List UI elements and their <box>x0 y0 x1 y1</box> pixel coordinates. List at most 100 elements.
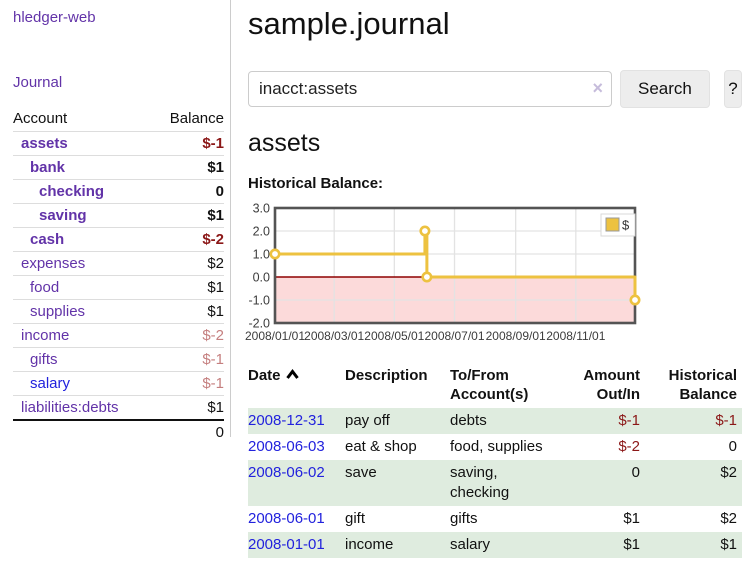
sidebar-account-cash[interactable]: cash <box>30 231 65 248</box>
x-tick-label: 2008/01/01 <box>245 329 305 343</box>
transaction-amount: $-1 <box>618 412 640 429</box>
sidebar-account-supplies[interactable]: supplies <box>30 303 86 320</box>
account-balance: $1 <box>152 395 224 420</box>
column-label: Amount <box>583 367 640 384</box>
sidebar-account-assets[interactable]: assets <box>21 135 68 152</box>
account-balance: $-1 <box>152 131 224 156</box>
sidebar-account-bank[interactable]: bank <box>30 159 66 176</box>
transaction-row: 2008-12-31 pay off debts $-1 $-1 <box>248 408 742 434</box>
account-title: assets <box>248 129 321 157</box>
register-col-description: Description <box>345 363 450 408</box>
transaction-amount: $1 <box>623 536 640 553</box>
transaction-balance: $2 <box>720 464 737 481</box>
account-row: checking 0 <box>13 179 224 204</box>
accounts-total-row: 0 <box>13 419 224 444</box>
register-col-amount: Amount Out/In <box>556 363 642 408</box>
app-brand-link[interactable]: hledger-web <box>13 9 96 26</box>
x-tick-label: 2008/03/01 <box>304 329 364 343</box>
register-table: Date Description To/From Account(s) Amount Ou… <box>248 363 742 558</box>
column-label-line2: Out/In <box>596 386 640 403</box>
account-row: food $1 <box>13 275 224 300</box>
transaction-description: gift <box>345 510 366 527</box>
sort-ascending-icon <box>285 366 299 385</box>
plot-border <box>273 206 637 325</box>
y-tick-label: -1.0 <box>248 294 270 308</box>
transaction-amount: $-2 <box>618 438 640 455</box>
sidebar-account-income[interactable]: income <box>21 327 70 344</box>
sidebar-account-expenses[interactable]: expenses <box>21 255 86 272</box>
column-label: Date <box>248 367 281 384</box>
legend-swatch-icon <box>605 217 620 232</box>
data-point <box>629 294 641 306</box>
accounts-header-balance: Balance <box>169 110 224 127</box>
account-balance: $-1 <box>152 371 224 396</box>
data-point <box>419 225 431 237</box>
transaction-description: eat & shop <box>345 438 417 455</box>
data-point <box>269 248 281 260</box>
transaction-date-link[interactable]: 2008-06-02 <box>248 464 325 481</box>
transaction-date-link[interactable]: 2008-06-03 <box>248 438 325 455</box>
search-button[interactable]: Search <box>620 70 710 108</box>
sidebar-account-food[interactable]: food <box>30 279 60 296</box>
column-label-line2: Account(s) <box>450 386 529 403</box>
account-balance: $1 <box>152 155 224 180</box>
sidebar-account-saving[interactable]: saving <box>39 207 87 224</box>
sidebar-account-liabilities-debts[interactable]: liabilities:debts <box>21 399 119 416</box>
account-balance: $1 <box>152 299 224 324</box>
account-row: assets $-1 <box>13 131 224 156</box>
account-balance: $-2 <box>152 227 224 252</box>
search-row: × Search ? <box>248 70 742 108</box>
account-balance: $-1 <box>152 347 224 372</box>
sidebar: hledger-web Journal Account Balance asse… <box>0 0 231 444</box>
accounts-table: Account Balance assets $-1 bank $1 checking 0… <box>13 107 224 444</box>
sidebar-account-salary[interactable]: salary <box>30 375 71 392</box>
accounts-header-account: Account <box>13 110 68 127</box>
y-tick-label: 1.0 <box>253 248 270 262</box>
transaction-row: 2008-06-03 eat & shop food, supplies $-2 0 <box>248 434 742 460</box>
accounts-tbody: assets $-1 bank $1 checking 0 saving $1 cash $-2 e… <box>13 131 224 420</box>
transaction-date-link[interactable]: 2008-12-31 <box>248 412 325 429</box>
account-row: expenses $2 <box>13 251 224 276</box>
register-thead: Date Description To/From Account(s) Amount Ou… <box>248 363 742 408</box>
register-tbody: 2008-12-31 pay off debts $-1 $-1 2008-06-03 ea… <box>248 408 742 558</box>
data-point <box>421 271 433 283</box>
x-tick-label: 2008/09/01 <box>486 329 546 343</box>
accounts-total-value: 0 <box>152 419 224 444</box>
register-col-to-from: To/From Account(s) <box>450 363 556 408</box>
x-tick-label: 2008/11/01 <box>546 329 605 343</box>
transaction-row: 2008-06-02 save saving, checking 0 $2 <box>248 460 742 506</box>
y-tick-label: -2.0 <box>248 317 270 331</box>
y-tick-label: 2.0 <box>253 225 270 239</box>
account-row: saving $1 <box>13 203 224 228</box>
account-row: liabilities:debts $1 <box>13 395 224 420</box>
transaction-balance: 0 <box>728 438 737 455</box>
transaction-description: income <box>345 536 394 553</box>
x-tick-label: 2008/05/01 <box>364 329 424 343</box>
nav-journal-link[interactable]: Journal <box>13 74 63 91</box>
clear-search-icon[interactable]: × <box>592 78 603 98</box>
sidebar-account-checking[interactable]: checking <box>39 183 105 200</box>
transaction-description: pay off <box>345 412 390 429</box>
chart-label: Historical Balance: <box>248 175 384 192</box>
sidebar-account-gifts[interactable]: gifts <box>30 351 58 368</box>
register-header-row: Date Description To/From Account(s) Amount Ou… <box>248 363 742 408</box>
transaction-date-link[interactable]: 2008-06-01 <box>248 510 325 527</box>
transaction-amount: 0 <box>631 464 640 481</box>
search-input[interactable] <box>248 71 612 107</box>
account-balance: $1 <box>152 203 224 228</box>
transaction-date-link[interactable]: 2008-01-01 <box>248 536 325 553</box>
account-balance: $-2 <box>152 323 224 348</box>
column-label-line2: Balance <box>679 386 737 403</box>
column-label: To/From <box>450 367 509 384</box>
transaction-balance: $2 <box>720 510 737 527</box>
account-balance: 0 <box>152 179 224 204</box>
column-label: Historical <box>668 367 737 384</box>
transaction-amount: $1 <box>623 510 640 527</box>
account-row: bank $1 <box>13 155 224 180</box>
account-row: income $-2 <box>13 323 224 348</box>
transaction-row: 2008-01-01 income salary $1 $1 <box>248 532 742 558</box>
transaction-accounts: saving, checking <box>450 464 510 501</box>
register-col-date[interactable]: Date <box>248 363 345 408</box>
help-button[interactable]: ? <box>723 70 742 108</box>
